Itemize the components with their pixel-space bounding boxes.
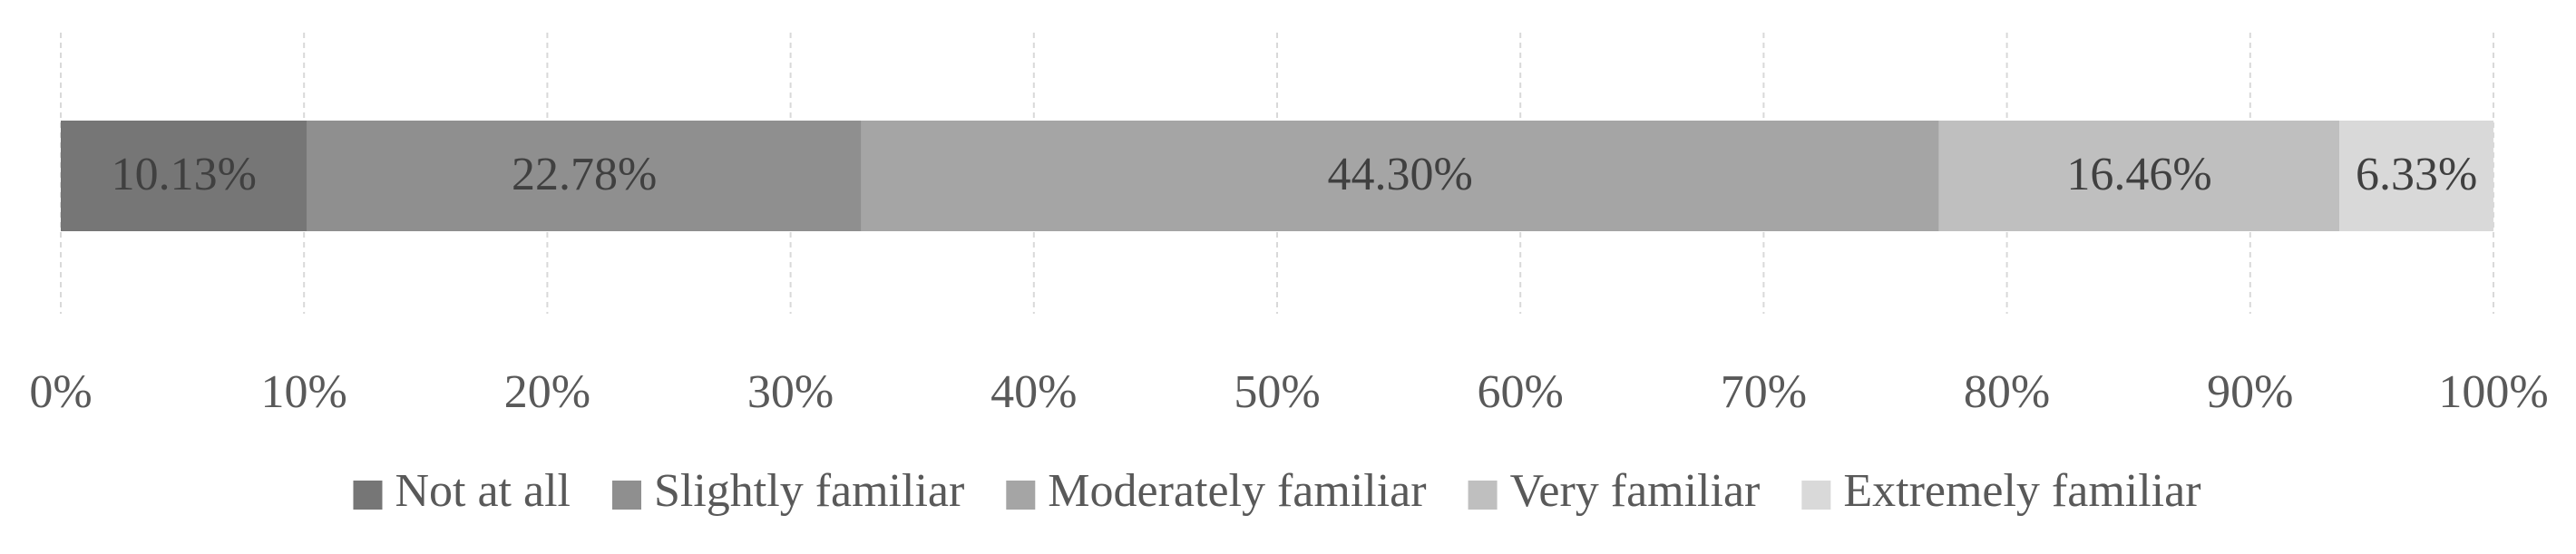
value-label: 16.46% [2066,149,2211,200]
legend-swatch [1468,481,1498,510]
x-tick-label: 90% [2207,366,2293,418]
legend-swatch [353,481,383,510]
x-tick-label: 60% [1478,366,1564,418]
bar-segment [2339,121,2493,231]
value-label: 6.33% [2356,149,2477,200]
x-tick-label: 20% [504,366,590,418]
x-tick-label: 70% [1721,366,1807,418]
legend-swatch [611,481,641,510]
bar-segment [1938,121,2340,231]
legend-label: Extremely familiar [1843,465,2200,517]
value-label: 10.13% [112,149,257,200]
bar-segment [307,121,862,231]
legend-swatch [1801,481,1831,510]
legend-label: Very familiar [1510,465,1761,517]
legend-label: Not at all [395,465,571,517]
x-tick-label: 80% [1964,366,2050,418]
legend-label: Moderately familiar [1048,465,1426,517]
legend-swatch [1006,481,1036,510]
legend-label: Slightly familiar [654,465,964,517]
bar-segment [861,121,1939,231]
x-tick-label: 50% [1234,366,1320,418]
legend: Not at all Slightly familiar Moderately fa… [353,465,2201,517]
x-tick-label: 30% [747,366,834,418]
x-tick-label: 0% [29,366,92,418]
x-tick-label: 100% [2438,366,2548,418]
x-tick-label: 40% [990,366,1077,418]
value-label: 22.78% [512,149,657,200]
x-tick-label: 10% [261,366,347,418]
bar-segment [61,121,307,231]
value-label: 44.30% [1328,149,1473,200]
